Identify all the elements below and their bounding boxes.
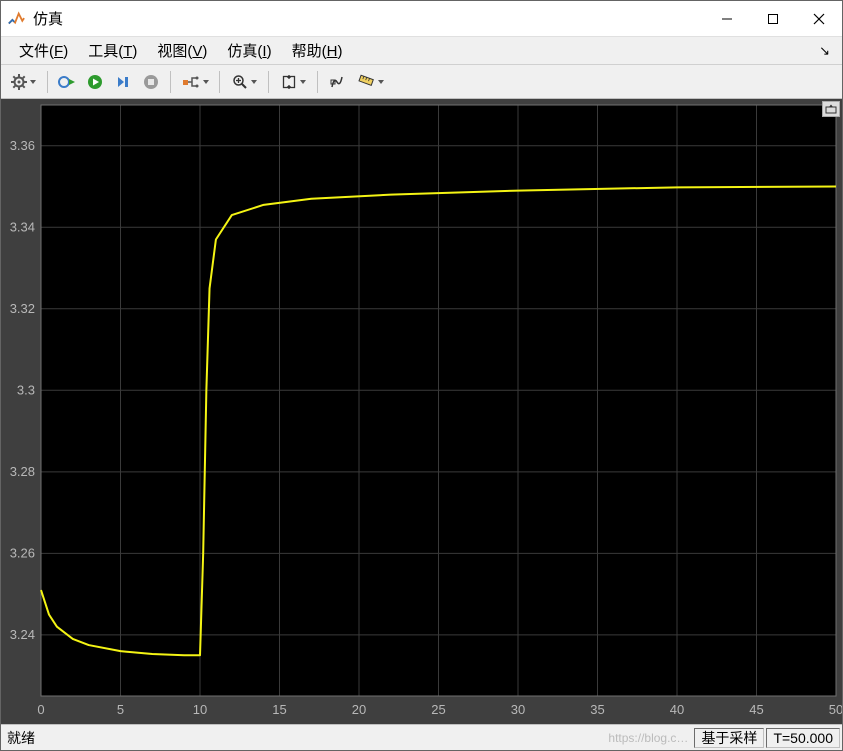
menu-tools[interactable]: 工具(T) (78, 38, 147, 63)
step-icon (115, 74, 131, 90)
svg-text:3.34: 3.34 (10, 219, 35, 234)
ruler-icon (357, 74, 375, 90)
gear-icon (11, 74, 27, 90)
svg-text:40: 40 (670, 702, 684, 717)
svg-text:10: 10 (193, 702, 207, 717)
toolbar (1, 65, 842, 99)
stop-icon (143, 74, 159, 90)
zoom-icon (232, 74, 248, 90)
titlebar: 仿真 (1, 1, 842, 37)
stop-button[interactable] (138, 69, 164, 95)
svg-text:3.24: 3.24 (10, 627, 35, 642)
autoscale-button[interactable] (275, 69, 311, 95)
svg-text:25: 25 (431, 702, 445, 717)
settings-button[interactable] (5, 69, 41, 95)
svg-text:30: 30 (511, 702, 525, 717)
svg-text:45: 45 (749, 702, 763, 717)
svg-text:0: 0 (37, 702, 44, 717)
svg-text:50: 50 (829, 702, 842, 717)
signal-selector-button[interactable] (177, 69, 213, 95)
menubar: 文件(F) 工具(T) 视图(V) 仿真(I) 帮助(H) ↘ (1, 37, 842, 65)
scope-plot[interactable]: 0 5 10 15 20 25 30 35 40 45 50 3.24 3.26 3.28 3.3 3.32 3… (1, 99, 842, 724)
cursor-measurements-icon (329, 74, 345, 90)
svg-text:3.28: 3.28 (10, 464, 35, 479)
svg-text:20: 20 (352, 702, 366, 717)
cursor-measurements-button[interactable] (324, 69, 350, 95)
svg-text:3.3: 3.3 (17, 382, 35, 397)
svg-text:3.32: 3.32 (10, 301, 35, 316)
close-button[interactable] (796, 1, 842, 37)
zoom-button[interactable] (226, 69, 262, 95)
svg-text:35: 35 (590, 702, 604, 717)
minimize-button[interactable] (704, 1, 750, 37)
maximize-button[interactable] (750, 1, 796, 37)
ruler-button[interactable] (352, 69, 388, 95)
step-button[interactable] (110, 69, 136, 95)
menu-file[interactable]: 文件(F) (9, 38, 78, 63)
toolbar-overflow-icon[interactable]: ↘ (819, 43, 834, 59)
window-title: 仿真 (33, 8, 704, 29)
rerun-button[interactable] (54, 69, 80, 95)
autoscale-icon (281, 74, 297, 90)
matlab-app-icon (7, 10, 25, 28)
play-button[interactable] (82, 69, 108, 95)
svg-text:3.36: 3.36 (10, 138, 35, 153)
status-time: T=50.000 (766, 728, 840, 748)
watermark-text: https://blog.c… (608, 731, 688, 745)
rerun-icon (58, 74, 76, 90)
scope-panel: 0 5 10 15 20 25 30 35 40 45 50 3.24 3.26 3.28 3.3 3.32 3… (1, 99, 842, 724)
menu-help[interactable]: 帮助(H) (282, 38, 353, 63)
svg-text:3.26: 3.26 (10, 545, 35, 560)
svg-text:5: 5 (117, 702, 124, 717)
play-icon (87, 74, 103, 90)
svg-text:15: 15 (272, 702, 286, 717)
status-sample-mode: 基于采样 (694, 728, 764, 748)
signal-selector-icon (182, 74, 200, 90)
statusbar: 就绪 https://blog.c… 基于采样 T=50.000 (1, 724, 842, 750)
status-ready: 就绪 (1, 728, 608, 748)
menu-sim[interactable]: 仿真(I) (217, 38, 281, 63)
maximize-axes-button[interactable] (822, 101, 840, 117)
menu-view[interactable]: 视图(V) (147, 38, 217, 63)
